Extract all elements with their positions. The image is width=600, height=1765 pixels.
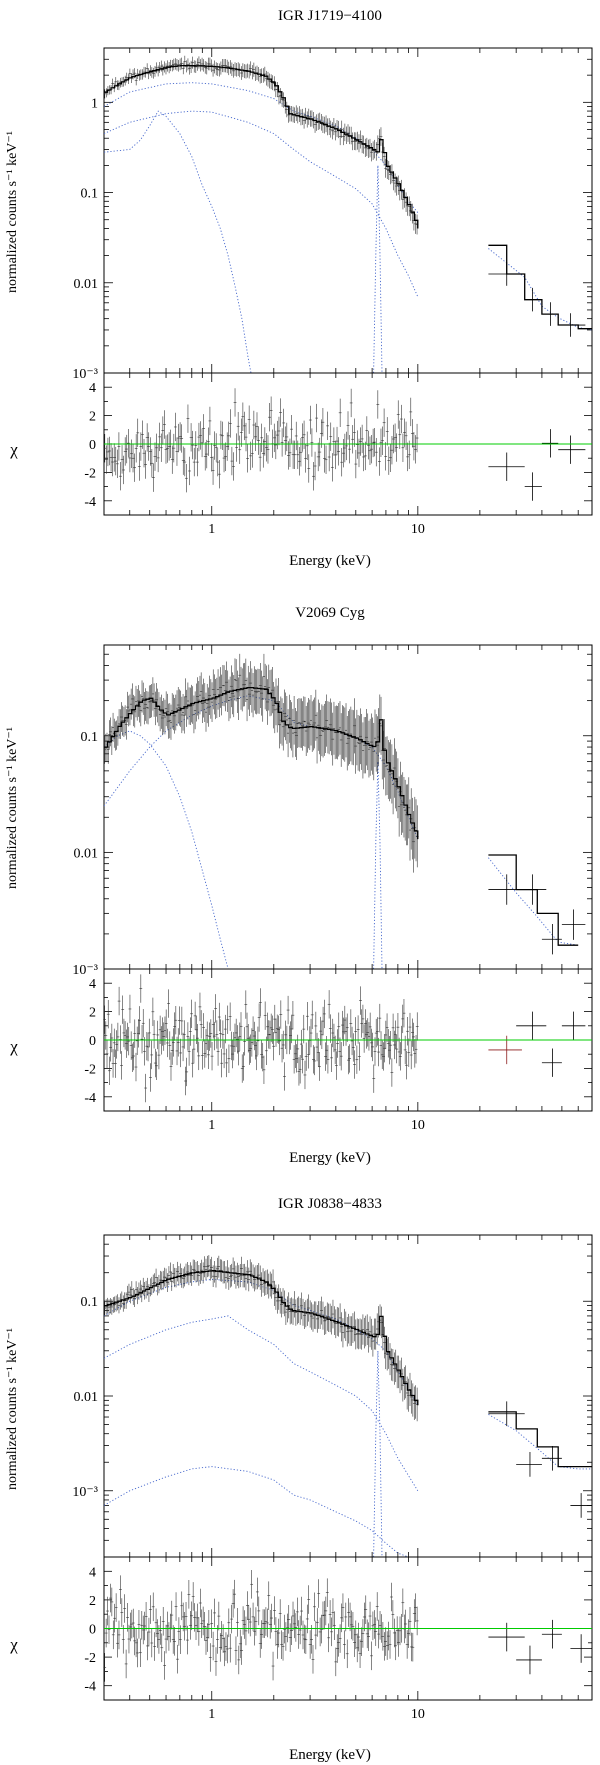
resid-tick-label: 0 — [89, 1034, 96, 1049]
panel-igr-j0838: IGR J0838−4833 normalized counts s⁻¹ keV… — [5, 1196, 593, 1763]
model-component — [104, 1466, 409, 1557]
model-component — [373, 165, 383, 373]
resid-tick-label: 2 — [89, 1006, 96, 1021]
y-axis-label: normalized counts s⁻¹ keV⁻¹ — [5, 131, 20, 293]
resid-tick-label: 4 — [89, 381, 96, 396]
y-tick-label: 10⁻³ — [72, 963, 98, 978]
resid-tick-label: 2 — [89, 410, 96, 425]
soft-residual-points — [103, 1569, 419, 1682]
soft-data-points — [104, 653, 419, 873]
model-component — [104, 730, 229, 969]
y-tick-label: 0.01 — [74, 277, 99, 292]
model-component — [373, 1350, 383, 1557]
resid-tick-label: -2 — [84, 1651, 96, 1666]
resid-tick-label: 0 — [89, 1623, 96, 1638]
residual-plot: 1 10 4 2 0 -2 -4 — [84, 1556, 593, 1722]
soft-residual-points — [103, 388, 419, 493]
model-soft — [104, 686, 419, 840]
spectrum-frame — [103, 1234, 593, 1558]
resid-tick-label: 0 — [89, 438, 96, 453]
y-tick-label: 1 — [91, 96, 98, 111]
x-tick-label: 1 — [208, 1707, 215, 1722]
resid-tick-label: 2 — [89, 1594, 96, 1609]
spectrum-curves — [104, 653, 586, 969]
y-tick-label: 0.1 — [81, 187, 99, 202]
y-tick-label: 0.01 — [74, 846, 99, 861]
model-component-hard — [488, 1414, 592, 1470]
y-tick-label: 0.1 — [81, 730, 99, 745]
model-component — [104, 1278, 419, 1406]
soft-data-points — [104, 1255, 419, 1422]
model-component — [104, 110, 252, 373]
x-axis-label: Energy (keV) — [289, 1150, 371, 1166]
model-component — [104, 1315, 419, 1492]
model-component — [373, 761, 383, 969]
x-tick-label: 10 — [411, 1118, 425, 1133]
model-component — [104, 110, 419, 297]
y-tick-label: 10⁻³ — [72, 1485, 98, 1500]
x-tick-label: 10 — [411, 522, 425, 537]
y-axis-label: normalized counts s⁻¹ keV⁻¹ — [5, 727, 20, 889]
y-tick-label: 0.1 — [81, 1295, 99, 1310]
x-axis-label: Energy (keV) — [289, 1747, 371, 1763]
model-soft — [104, 1270, 419, 1406]
model-hard — [488, 1411, 592, 1468]
y-tick-label: 10⁻³ — [72, 367, 98, 382]
model-component-hard — [488, 248, 592, 331]
model-hard — [488, 244, 592, 330]
resid-tick-label: -4 — [84, 1091, 96, 1106]
x-tick-label: 1 — [208, 1118, 215, 1133]
x-axis-label: Energy (keV) — [289, 553, 371, 569]
residual-plot: 1 10 4 2 0 -2 -4 — [84, 968, 593, 1133]
spectrum-curves — [104, 55, 592, 373]
spectrum-plot: 10⁻³ 0.01 0.1 — [72, 644, 593, 1111]
panel-title: IGR J1719−4100 — [278, 8, 382, 24]
resid-tick-label: -2 — [84, 466, 96, 481]
y-tick-label: 0.01 — [74, 1390, 99, 1405]
x-tick-label: 10 — [411, 1707, 425, 1722]
resid-tick-label: -4 — [84, 495, 96, 510]
model-soft — [104, 64, 419, 229]
spectrum-plot: 10⁻³ 0.01 0.1 — [72, 1234, 593, 1700]
panel-title: V2069 Cyg — [295, 605, 365, 621]
resid-tick-label: 4 — [89, 977, 96, 992]
panel-v2069-cyg: V2069 Cyg normalized counts s⁻¹ keV⁻¹ χ … — [5, 605, 593, 1166]
soft-residual-points — [103, 974, 419, 1103]
x-tick-label: 1 — [208, 522, 215, 537]
model-hard — [488, 854, 579, 946]
spectrum-plot: 10⁻³ 0.01 0.1 1 — [72, 47, 593, 515]
residual-axis-label: χ — [9, 1037, 18, 1056]
y-axis-label: normalized counts s⁻¹ keV⁻¹ — [5, 1328, 20, 1490]
residual-plot: 1 10 4 2 0 -2 -4 — [84, 372, 593, 537]
soft-data-points — [104, 55, 419, 235]
resid-tick-label: -2 — [84, 1062, 96, 1077]
resid-tick-label: 4 — [89, 1565, 96, 1580]
resid-tick-label: -4 — [84, 1680, 96, 1695]
residual-axis-label: χ — [9, 440, 18, 459]
spectrum-frame — [103, 47, 593, 374]
panel-title: IGR J0838−4833 — [278, 1196, 382, 1212]
model-component-hard — [488, 857, 579, 946]
spectrum-curves — [104, 1255, 592, 1557]
model-component — [104, 695, 419, 840]
panel-igr-j1719: IGR J1719−4100 normalized counts s⁻¹ keV… — [5, 8, 593, 569]
residual-axis-label: χ — [9, 1635, 18, 1654]
